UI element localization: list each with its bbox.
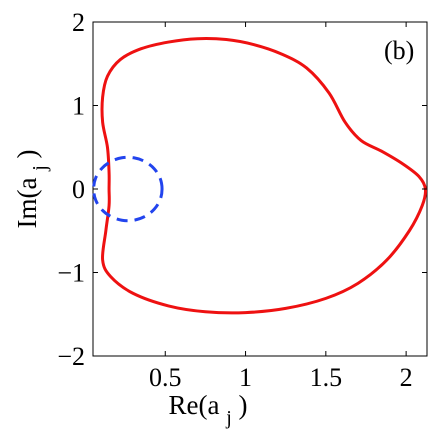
x-axis-label-subscript: j (225, 407, 232, 429)
x-axis-label-main: Re(a (168, 390, 219, 420)
solid-series-line (100, 37, 428, 315)
y-axis-label-main: Im(a (12, 178, 42, 229)
y-axis-label-close: ) (12, 149, 42, 158)
y-axis-label: Im(a j ) (12, 149, 52, 228)
series-layer (92, 37, 428, 315)
y-tick-layer: 2 1 0 −1 −2 (57, 8, 427, 371)
x-tick-layer: 0.5 1 1.5 2 (149, 22, 413, 392)
plot-area-frame (92, 21, 428, 357)
panel-label: (b) (384, 36, 414, 65)
y-axis-label-subscript: j (29, 165, 51, 172)
x-axis-label: Re(a j ) (168, 390, 247, 430)
x-tick-label: 1.5 (310, 363, 343, 392)
x-tick-label: 2 (400, 363, 413, 392)
y-tick-label: −2 (57, 342, 85, 371)
x-tick-label: 1 (239, 363, 252, 392)
dashed-series-line (92, 155, 164, 223)
x-tick-label: 0.5 (149, 363, 182, 392)
y-tick-label: 0 (72, 175, 85, 204)
x-axis-label-close: ) (239, 390, 248, 420)
y-tick-label: −1 (57, 259, 85, 288)
y-tick-label: 1 (72, 92, 85, 121)
y-tick-label: 2 (72, 8, 85, 37)
